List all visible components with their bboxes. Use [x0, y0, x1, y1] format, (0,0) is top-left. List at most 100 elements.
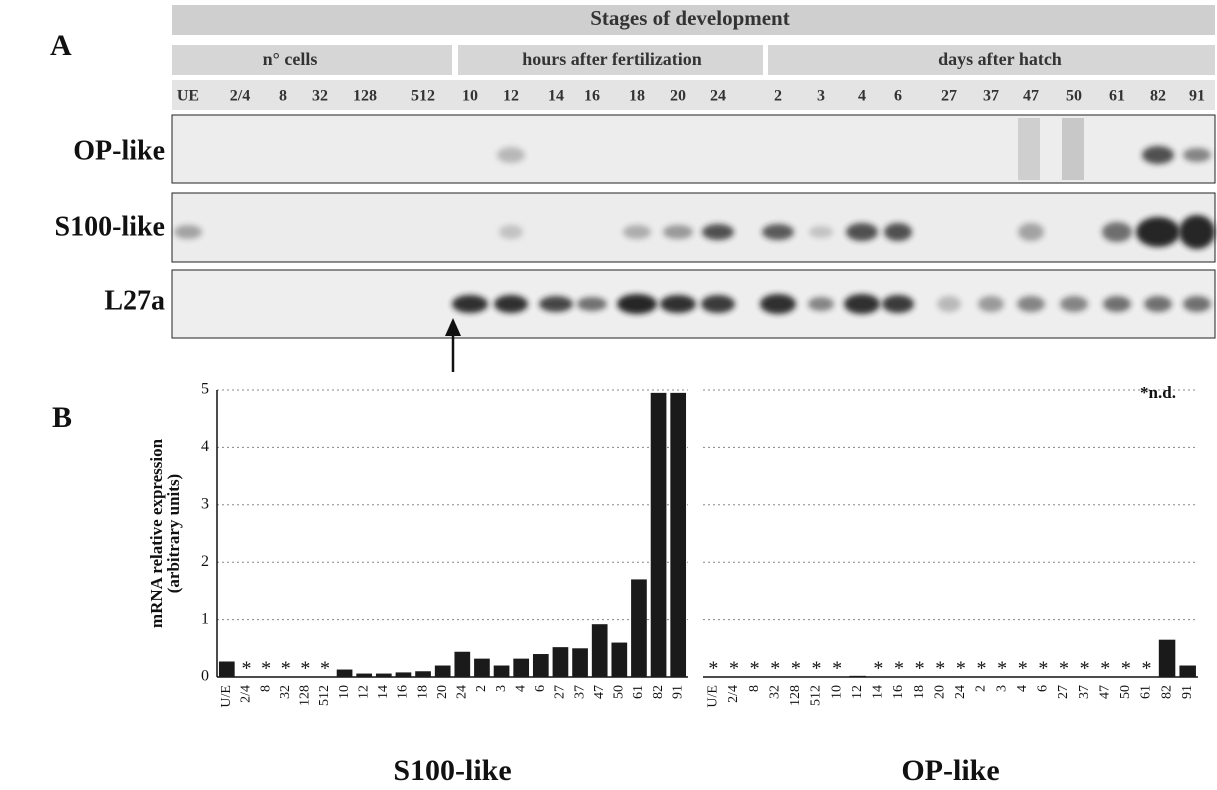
x-tick-label: 50: [612, 685, 627, 699]
nd-marker: *: [1059, 658, 1069, 680]
x-tick-label: 27: [553, 685, 568, 699]
bar: [513, 659, 529, 677]
nd-marker: *: [976, 658, 986, 680]
nd-marker: *: [1100, 658, 1110, 680]
nd-marker: *: [1121, 658, 1131, 680]
x-tick-label: 82: [651, 685, 666, 699]
lane-label: 37: [983, 88, 999, 105]
x-tick-label: 2: [974, 685, 989, 692]
bar: [631, 579, 647, 677]
nd-marker: *: [770, 658, 780, 680]
bar: [396, 672, 412, 677]
x-tick-label: U/E: [706, 685, 721, 708]
smear: [1062, 118, 1084, 180]
nd-marker: *: [261, 658, 271, 680]
x-tick-label: 82: [1159, 685, 1174, 699]
group-label: days after hatch: [938, 49, 1062, 69]
nd-marker: *: [1080, 658, 1090, 680]
bar: [592, 624, 608, 677]
smear: [1018, 118, 1040, 180]
nd-marker: *: [811, 658, 821, 680]
x-tick-label: 91: [1180, 685, 1195, 699]
y-tick-label: 5: [201, 381, 209, 398]
x-tick-label: 14: [871, 685, 886, 699]
panel-label: B: [52, 401, 72, 434]
y-tick-label: 3: [201, 495, 209, 512]
x-tick-label: 3: [994, 685, 1009, 692]
x-tick-label: 47: [592, 685, 607, 699]
lane-label: 12: [503, 88, 519, 105]
x-tick-label: 6: [1036, 685, 1051, 692]
nd-marker: *: [708, 658, 718, 680]
x-tick-label: 128: [298, 685, 313, 706]
chart-title: S100-like: [393, 754, 511, 787]
x-tick-label: 37: [572, 685, 587, 699]
x-tick-label: 512: [809, 685, 824, 706]
panel-label: A: [50, 29, 72, 62]
x-tick-label: 10: [337, 685, 352, 699]
nd-marker: *: [873, 658, 883, 680]
y-tick-label: 0: [201, 668, 209, 685]
x-tick-label: 2/4: [726, 685, 741, 703]
bar: [356, 674, 372, 677]
nd-marker: *: [935, 658, 945, 680]
row-label: L27a: [104, 285, 165, 316]
x-tick-label: 20: [932, 685, 947, 699]
x-tick-label: 50: [1118, 685, 1133, 699]
nd-marker: *: [894, 658, 904, 680]
lane-label: 32: [312, 88, 328, 105]
lane-label: 6: [894, 88, 902, 105]
x-tick-label: 24: [455, 685, 470, 699]
bar: [474, 659, 490, 677]
x-tick-label: 91: [670, 685, 685, 699]
group-label: hours after fertilization: [522, 49, 702, 69]
lane-label: 91: [1189, 88, 1205, 105]
lane-bar: [172, 80, 1215, 110]
x-tick-label: 3: [494, 685, 509, 692]
x-tick-label: 32: [767, 685, 782, 699]
y-tick-label: 2: [201, 553, 209, 570]
x-tick-label: 2/4: [239, 685, 254, 703]
lane-label: 16: [584, 88, 600, 105]
bar: [435, 666, 451, 677]
chart-title: OP-like: [901, 754, 999, 787]
lane-label: 82: [1150, 88, 1166, 105]
x-tick-label: 8: [258, 685, 273, 692]
bar: [219, 662, 235, 677]
bar: [553, 647, 569, 677]
nd-marker: *: [281, 658, 291, 680]
lane-label: 8: [279, 88, 287, 105]
nd-marker: *: [1141, 658, 1151, 680]
bar: [533, 654, 549, 677]
x-tick-label: 37: [1077, 685, 1092, 699]
nd-marker: *: [997, 658, 1007, 680]
lane-label: 24: [710, 88, 726, 105]
lane-label: 128: [353, 88, 377, 105]
lane-label: 14: [548, 88, 564, 105]
blot: [172, 193, 1215, 262]
lane-label: 61: [1109, 88, 1125, 105]
bar: [611, 643, 627, 677]
bar: [415, 671, 431, 677]
x-tick-label: 2: [474, 685, 489, 692]
lane-label: 2/4: [230, 88, 250, 105]
lane-label: 4: [858, 88, 866, 105]
nd-marker: *: [300, 658, 310, 680]
lane-label: 512: [411, 88, 435, 105]
bar: [849, 676, 866, 677]
nd-marker: *: [791, 658, 801, 680]
group-label: n° cells: [263, 49, 318, 69]
x-tick-label: 128: [788, 685, 803, 706]
y-axis-label: (arbitrary units): [164, 474, 183, 593]
lane-label: 20: [670, 88, 686, 105]
bar: [1159, 640, 1176, 677]
x-tick-label: 27: [1056, 685, 1071, 699]
lane-label: 2: [774, 88, 782, 105]
lane-label: 27: [941, 88, 957, 105]
x-tick-label: 4: [1015, 685, 1030, 692]
x-tick-label: 32: [278, 685, 293, 699]
annotation: *n.d.: [1140, 383, 1176, 402]
bar: [494, 666, 510, 677]
nd-marker: *: [320, 658, 330, 680]
row-label: S100-like: [55, 211, 165, 242]
